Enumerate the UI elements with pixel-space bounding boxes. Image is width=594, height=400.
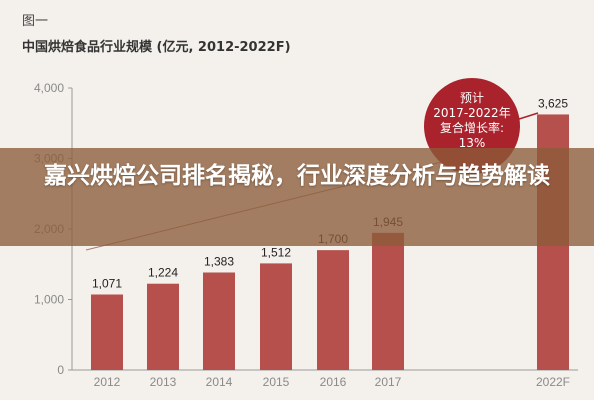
callout-text-line: 2017-2022年 [433,106,510,120]
bar-value-label: 1,383 [204,254,234,268]
x-tick-label: 2015 [263,375,290,389]
callout-text-line: 复合增长率: [440,120,504,135]
x-tick-label: 2022F [536,375,570,389]
bar-2012 [91,294,123,370]
overlay-title: 嘉兴烘焙公司排名揭秘，行业深度分析与趋势解读 [44,163,550,189]
callout-pointer [515,112,539,121]
x-tick-label: 2013 [150,375,177,389]
x-tick-label: 2014 [206,375,233,389]
bar-2015 [260,263,292,370]
y-tick-label: 1,000 [34,293,64,307]
bar-2013 [147,283,179,370]
bar-2016 [317,250,349,370]
callout-text-line: 预计 [460,91,484,105]
bar-2017 [372,232,404,370]
bar-2014 [203,272,235,370]
bar-value-label: 1,071 [92,276,122,290]
y-tick-label: 4,000 [34,81,64,95]
x-tick-label: 2017 [375,375,402,389]
bar-value-label: 1,512 [261,245,291,259]
title-overlay-band [0,148,594,246]
callout-text-line: 13% [459,136,486,150]
bar-value-label: 1,224 [148,266,178,280]
x-tick-label: 2016 [320,375,347,389]
figure-label: 图一 [22,14,49,29]
y-tick-label: 0 [57,363,64,377]
bar-value-label: 3,625 [538,96,568,110]
x-tick-label: 2012 [94,375,121,389]
chart-title: 中国烘焙食品行业规模 (亿元, 2012-2022F) [22,40,291,55]
